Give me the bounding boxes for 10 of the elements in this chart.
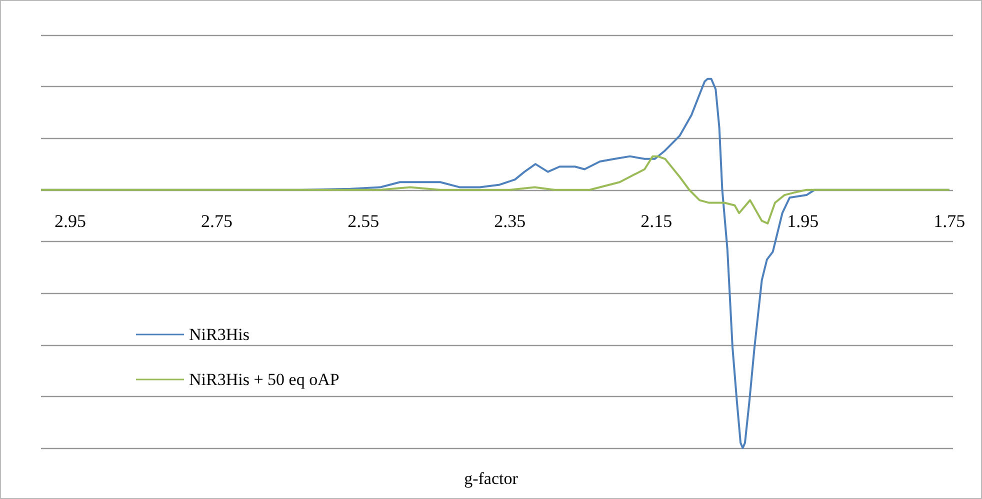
legend-label: NiR3His xyxy=(189,325,250,344)
legend-label: NiR3His + 50 eq oAP xyxy=(189,370,340,389)
x-axis-title: g-factor xyxy=(464,469,518,488)
x-tick-label: 1.75 xyxy=(934,210,966,231)
x-tick-label: 2.35 xyxy=(494,210,526,231)
x-tick-label: 2.55 xyxy=(348,210,380,231)
x-tick-label: 2.15 xyxy=(640,210,672,231)
x-tick-label: 1.95 xyxy=(787,210,819,231)
x-tick-label: 2.75 xyxy=(201,210,233,231)
x-tick-label: 2.95 xyxy=(54,210,86,231)
